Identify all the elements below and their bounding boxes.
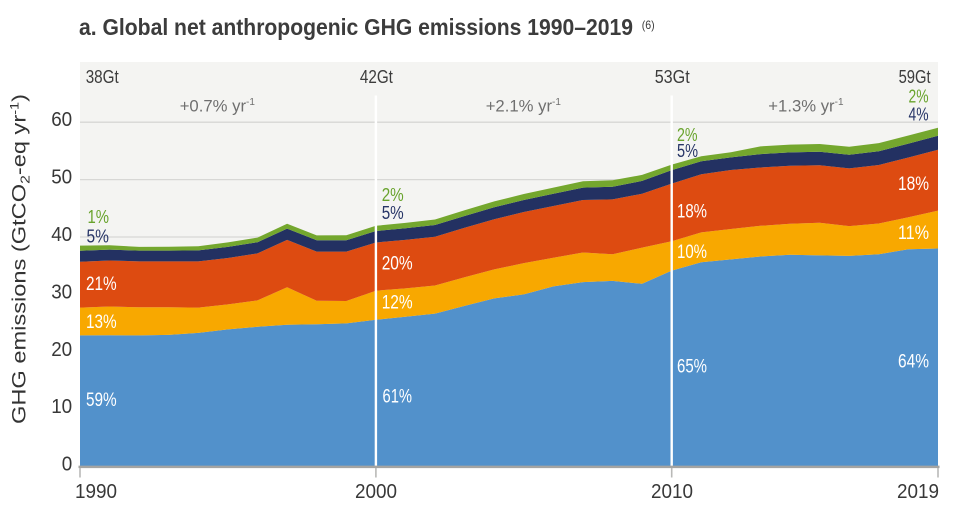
svg-text:60: 60 [51, 108, 72, 131]
svg-text:20: 20 [51, 338, 72, 361]
svg-text:a. Global net anthropogenic GH: a. Global net anthropogenic GHG emission… [79, 14, 633, 40]
svg-text:61%: 61% [383, 386, 413, 407]
svg-text:13%: 13% [86, 312, 117, 333]
svg-text:+0.7% yr-1: +0.7% yr-1 [180, 97, 256, 116]
svg-text:42Gt: 42Gt [360, 67, 393, 87]
svg-text:(6): (6) [642, 18, 655, 32]
svg-text:30: 30 [51, 280, 72, 303]
svg-text:4%: 4% [909, 105, 929, 125]
svg-text:12%: 12% [382, 293, 413, 314]
svg-text:0: 0 [62, 453, 73, 476]
svg-text:5%: 5% [382, 203, 404, 223]
svg-text:2%: 2% [382, 185, 404, 205]
svg-text:10%: 10% [677, 242, 707, 263]
svg-text:40: 40 [51, 223, 72, 246]
svg-text:2%: 2% [909, 87, 929, 107]
svg-text:10: 10 [51, 395, 72, 418]
svg-text:1%: 1% [88, 207, 110, 227]
svg-text:2019: 2019 [897, 480, 939, 503]
svg-text:59Gt: 59Gt [899, 67, 931, 87]
svg-text:18%: 18% [898, 174, 929, 195]
svg-text:2%: 2% [677, 125, 698, 145]
svg-text:59%: 59% [86, 390, 117, 411]
svg-text:2000: 2000 [355, 480, 397, 503]
svg-text:53Gt: 53Gt [655, 67, 690, 87]
svg-text:11%: 11% [898, 223, 929, 244]
svg-text:50: 50 [51, 166, 72, 189]
svg-text:+2.1% yr-1: +2.1% yr-1 [486, 97, 562, 116]
svg-text:18%: 18% [677, 201, 707, 222]
svg-text:5%: 5% [677, 141, 698, 161]
svg-text:GHG emissions (GtCO2-eq yr-1): GHG emissions (GtCO2-eq yr-1) [8, 94, 33, 424]
svg-text:65%: 65% [677, 357, 707, 378]
svg-text:21%: 21% [86, 274, 117, 295]
svg-text:20%: 20% [382, 254, 413, 275]
svg-text:38Gt: 38Gt [86, 67, 119, 87]
svg-text:5%: 5% [87, 227, 109, 247]
svg-text:64%: 64% [898, 351, 929, 372]
svg-text:+1.3% yr-1: +1.3% yr-1 [768, 97, 844, 116]
svg-text:2010: 2010 [651, 480, 693, 503]
svg-text:1990: 1990 [75, 480, 117, 503]
